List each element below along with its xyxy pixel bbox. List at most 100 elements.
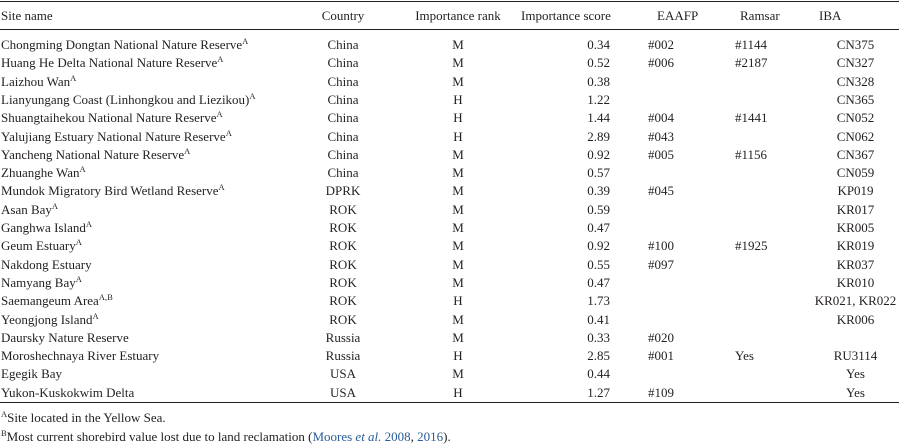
- cell-country: China: [327, 146, 359, 162]
- cell-importance-score: 0.52: [587, 55, 610, 71]
- table-row: Saemangeum AreaA,B ROK H 1.73 KR021, KR022: [0, 292, 899, 309]
- cell-country: USA: [329, 384, 356, 400]
- cell-country: China: [327, 110, 359, 126]
- cell-country: ROK: [329, 293, 357, 309]
- cell-importance-score: 0.59: [587, 201, 610, 217]
- footnote-a-mark: A: [1, 409, 8, 419]
- cell-site-name: Egegik Bay: [1, 366, 63, 382]
- cell-country: ROK: [329, 256, 357, 272]
- cell-site-name: Geum EstuaryA: [1, 237, 82, 254]
- table-row: Zhuanghe WanA China M 0.57 CN059: [0, 164, 899, 181]
- cell-eaafp: #020: [648, 329, 674, 345]
- footnote-marker: A,B: [98, 292, 113, 303]
- cell-iba: CN328: [836, 73, 875, 89]
- header-rule: [0, 29, 899, 30]
- cell-ramsar: #1925: [735, 238, 768, 254]
- cell-ramsar: #2187: [735, 55, 768, 71]
- table-header-row: Site name Country Importance rank Import…: [0, 7, 899, 24]
- table-row: Laizhou WanA China M 0.38 CN328: [0, 73, 899, 90]
- cell-iba: CN052: [836, 110, 875, 126]
- table-row: Chongming Dongtan National Nature Reserv…: [0, 36, 899, 53]
- table-row: Yukon-Kuskokwim Delta USA H 1.27 #109 Yes: [0, 384, 899, 401]
- cell-importance-rank: H: [453, 293, 463, 309]
- cell-site-name: Huang He Delta National Nature ReserveA: [1, 54, 224, 71]
- cell-iba: CN367: [836, 146, 875, 162]
- footnote-marker: A: [75, 273, 82, 284]
- cell-eaafp: #045: [648, 183, 674, 199]
- cell-country: ROK: [329, 311, 357, 327]
- cell-country: ROK: [329, 201, 357, 217]
- footnote-marker: A: [51, 200, 59, 211]
- cell-importance-rank: M: [452, 146, 464, 162]
- cell-country: China: [327, 91, 359, 107]
- cell-importance-score: 0.34: [587, 37, 610, 52]
- cell-ramsar: #1156: [735, 146, 768, 162]
- citation-link-2008[interactable]: Moores et al. 2008: [312, 429, 411, 444]
- footnote-marker: A: [92, 310, 99, 321]
- footnote-marker: A: [85, 219, 92, 229]
- table-row: Namyang BayA ROK M 0.47 KR010: [0, 274, 899, 291]
- cell-importance-rank: M: [452, 37, 464, 52]
- cell-importance-score: 2.85: [587, 348, 610, 364]
- footnote-marker: A: [242, 36, 249, 46]
- cell-country: USA: [329, 366, 356, 382]
- citation-link-2016[interactable]: 2016: [417, 429, 444, 444]
- cell-importance-score: 0.55: [587, 256, 610, 272]
- cell-site-name: Moroshechnaya River Estuary: [1, 348, 160, 364]
- table-row: Daursky Nature Reserve Russia M 0.33 #020: [0, 329, 899, 346]
- footnote-marker: A: [249, 90, 256, 101]
- cell-country: ROK: [329, 220, 357, 235]
- table-row: Lianyungang Coast (Linhongkou and Liezik…: [0, 91, 899, 108]
- cell-site-name: Nakdong Estuary: [1, 256, 92, 272]
- cell-importance-score: 0.39: [587, 183, 610, 199]
- cell-importance-rank: M: [452, 183, 464, 199]
- cell-importance-score: 0.92: [587, 146, 610, 162]
- cell-iba: KR037: [836, 256, 875, 272]
- cell-iba: KR021, KR022: [814, 293, 897, 309]
- cell-importance-score: 1.27: [587, 384, 610, 400]
- footnote-marker: A: [225, 127, 232, 138]
- footnote-marker: A: [184, 145, 191, 156]
- footnote-marker: A: [70, 72, 77, 83]
- cell-iba: CN059: [836, 165, 875, 181]
- cell-importance-rank: M: [452, 165, 464, 181]
- cell-site-name: Yeongjong IslandA: [1, 310, 99, 327]
- bottom-rule: [0, 402, 899, 403]
- cell-site-name: Saemangeum AreaA,B: [1, 292, 113, 309]
- footnote-marker: A: [218, 182, 225, 193]
- cell-country: China: [327, 128, 359, 144]
- cell-country: Russia: [325, 329, 361, 345]
- footnote-a-text: Site located in the Yellow Sea.: [7, 410, 166, 425]
- cell-site-name: Daursky Nature Reserve: [1, 329, 129, 345]
- cell-importance-score: 0.41: [587, 311, 610, 327]
- cell-ramsar: Yes: [735, 348, 754, 364]
- cell-country: China: [327, 73, 359, 89]
- top-rule: [0, 1, 899, 2]
- footnote-b-mark: B: [1, 428, 7, 438]
- cell-importance-rank: H: [453, 348, 463, 364]
- header-importance-score: Importance score: [521, 8, 611, 23]
- cell-importance-rank: M: [452, 311, 464, 327]
- cell-iba: KR010: [836, 274, 875, 290]
- cell-eaafp: #001: [648, 348, 674, 364]
- cell-site-name: Asan BayA: [1, 200, 59, 217]
- cell-importance-rank: H: [453, 110, 463, 126]
- header-importance-rank: Importance rank: [415, 8, 501, 23]
- table-row: Ganghwa IslandA ROK M 0.47 KR005: [0, 219, 899, 236]
- cell-importance-rank: M: [452, 274, 464, 290]
- cell-eaafp: #006: [648, 55, 674, 71]
- cell-importance-score: 1.73: [587, 293, 610, 309]
- cell-site-name: Mundok Migratory Bird Wetland ReserveA: [1, 182, 225, 199]
- cell-country: China: [327, 165, 359, 181]
- cell-iba: KR005: [836, 220, 875, 235]
- cell-importance-rank: M: [452, 201, 464, 217]
- table-row: Moroshechnaya River Estuary Russia H 2.85 #0…: [0, 347, 899, 364]
- cell-site-name: Namyang BayA: [1, 273, 82, 290]
- cell-importance-score: 2.89: [587, 128, 610, 144]
- cell-iba: RU3114: [833, 348, 878, 364]
- cell-iba: CN062: [836, 128, 875, 144]
- cell-importance-score: 1.22: [587, 91, 610, 107]
- cell-iba: Yes: [846, 384, 865, 400]
- cell-importance-rank: H: [453, 128, 463, 144]
